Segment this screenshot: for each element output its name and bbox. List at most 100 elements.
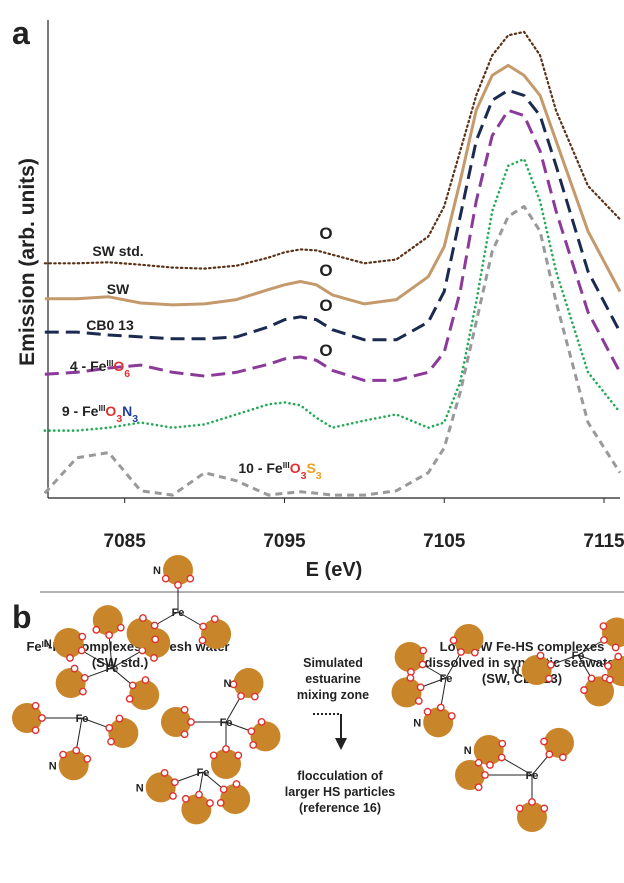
bond	[111, 650, 143, 669]
oxygen	[195, 790, 203, 799]
bond	[111, 667, 134, 686]
oxygen	[540, 737, 548, 746]
oxygen	[414, 697, 423, 705]
oxygen	[222, 745, 230, 753]
oxygen	[247, 727, 256, 736]
oxygen	[219, 785, 228, 794]
label-part: 4 - Fe	[70, 358, 107, 374]
x-tick-label: 7095	[263, 531, 306, 552]
bond	[550, 654, 579, 666]
hs-particle	[55, 668, 86, 699]
bond	[422, 664, 447, 679]
bond	[445, 651, 462, 679]
oxygen	[209, 751, 218, 760]
hs-particle	[584, 676, 614, 707]
series-label: 10 - FeIIIO3S3	[238, 460, 321, 482]
iron: Fe	[106, 663, 119, 675]
oxygen	[206, 799, 214, 807]
oxygen	[474, 783, 483, 792]
oxygen	[416, 683, 425, 692]
oxygen	[257, 717, 266, 726]
oxygen	[419, 646, 428, 655]
bond	[81, 717, 110, 729]
hs-particle	[391, 677, 422, 708]
series-label: 9 - FeIIIO3N3	[62, 403, 138, 425]
oxygen	[186, 574, 195, 583]
label-part: 3	[116, 413, 122, 425]
bond	[225, 721, 252, 732]
oxygen	[587, 674, 596, 683]
oxygen	[423, 707, 432, 716]
nitrogen: N	[464, 745, 472, 757]
arrowhead	[335, 738, 347, 750]
x-tick-label: 7105	[423, 531, 466, 552]
nitrogen: N	[413, 717, 421, 729]
oxygen	[66, 654, 74, 662]
annotation: O	[319, 296, 332, 315]
nitrogen: N	[224, 678, 232, 690]
oxygen	[546, 661, 555, 669]
nitrogen: N	[136, 782, 144, 794]
label-part: III	[42, 640, 49, 649]
oxygen	[116, 623, 125, 632]
label-part: O	[113, 358, 124, 374]
oxygen	[160, 769, 169, 777]
bond	[501, 757, 533, 776]
caption: flocculation of	[297, 769, 383, 783]
series-line	[44, 108, 622, 382]
nitrogen: N	[44, 638, 52, 650]
series-label: 4 - FeIIIO6	[70, 358, 130, 380]
oxygen	[234, 751, 243, 760]
oxygen	[614, 652, 623, 661]
iron: Fe	[172, 607, 185, 619]
hs-particle	[473, 735, 504, 765]
oxygen	[80, 674, 89, 682]
hs-particle	[181, 794, 212, 825]
oxygen	[105, 724, 114, 732]
oxygen	[436, 703, 445, 712]
hs-particle	[145, 772, 176, 803]
bond	[531, 753, 550, 776]
oxygen	[474, 758, 483, 767]
bond	[81, 650, 113, 669]
oxygen	[457, 648, 465, 656]
oxygen	[497, 753, 506, 762]
hs-particle	[211, 749, 241, 779]
oxygen	[77, 646, 86, 655]
oxygen	[237, 692, 245, 700]
oxygen	[600, 636, 608, 644]
oxygen	[249, 741, 258, 749]
bond	[420, 677, 447, 688]
oxygen	[558, 753, 567, 762]
label-part: SW	[107, 281, 130, 297]
oxygen	[216, 798, 225, 807]
y-axis-label: Emission (arb. units)	[16, 158, 39, 366]
oxygen	[540, 804, 549, 813]
oxygen	[481, 771, 489, 779]
iron: Fe	[197, 767, 210, 779]
bond	[202, 771, 225, 790]
oxygen	[151, 635, 160, 644]
oxygen	[187, 718, 195, 726]
caption: (SW std.)	[92, 655, 148, 670]
hs-particle	[58, 750, 89, 781]
hs-particle	[220, 783, 251, 814]
oxygen	[115, 714, 124, 723]
hs-particle	[250, 721, 281, 752]
hs-particle	[53, 628, 84, 658]
caption: (reference 16)	[299, 801, 381, 815]
oxygen	[515, 804, 524, 813]
oxygen	[92, 625, 101, 634]
oxygen	[38, 714, 46, 722]
oxygen	[141, 676, 150, 684]
oxygen	[199, 622, 208, 631]
bond	[577, 654, 592, 679]
panel-label: b	[12, 599, 32, 635]
oxygen	[180, 705, 189, 714]
oxygen	[125, 694, 134, 703]
oxygen	[604, 662, 612, 670]
label-part: O	[105, 403, 116, 419]
oxygen	[79, 687, 87, 696]
oxygen	[180, 730, 189, 739]
hs-particle	[126, 618, 157, 648]
